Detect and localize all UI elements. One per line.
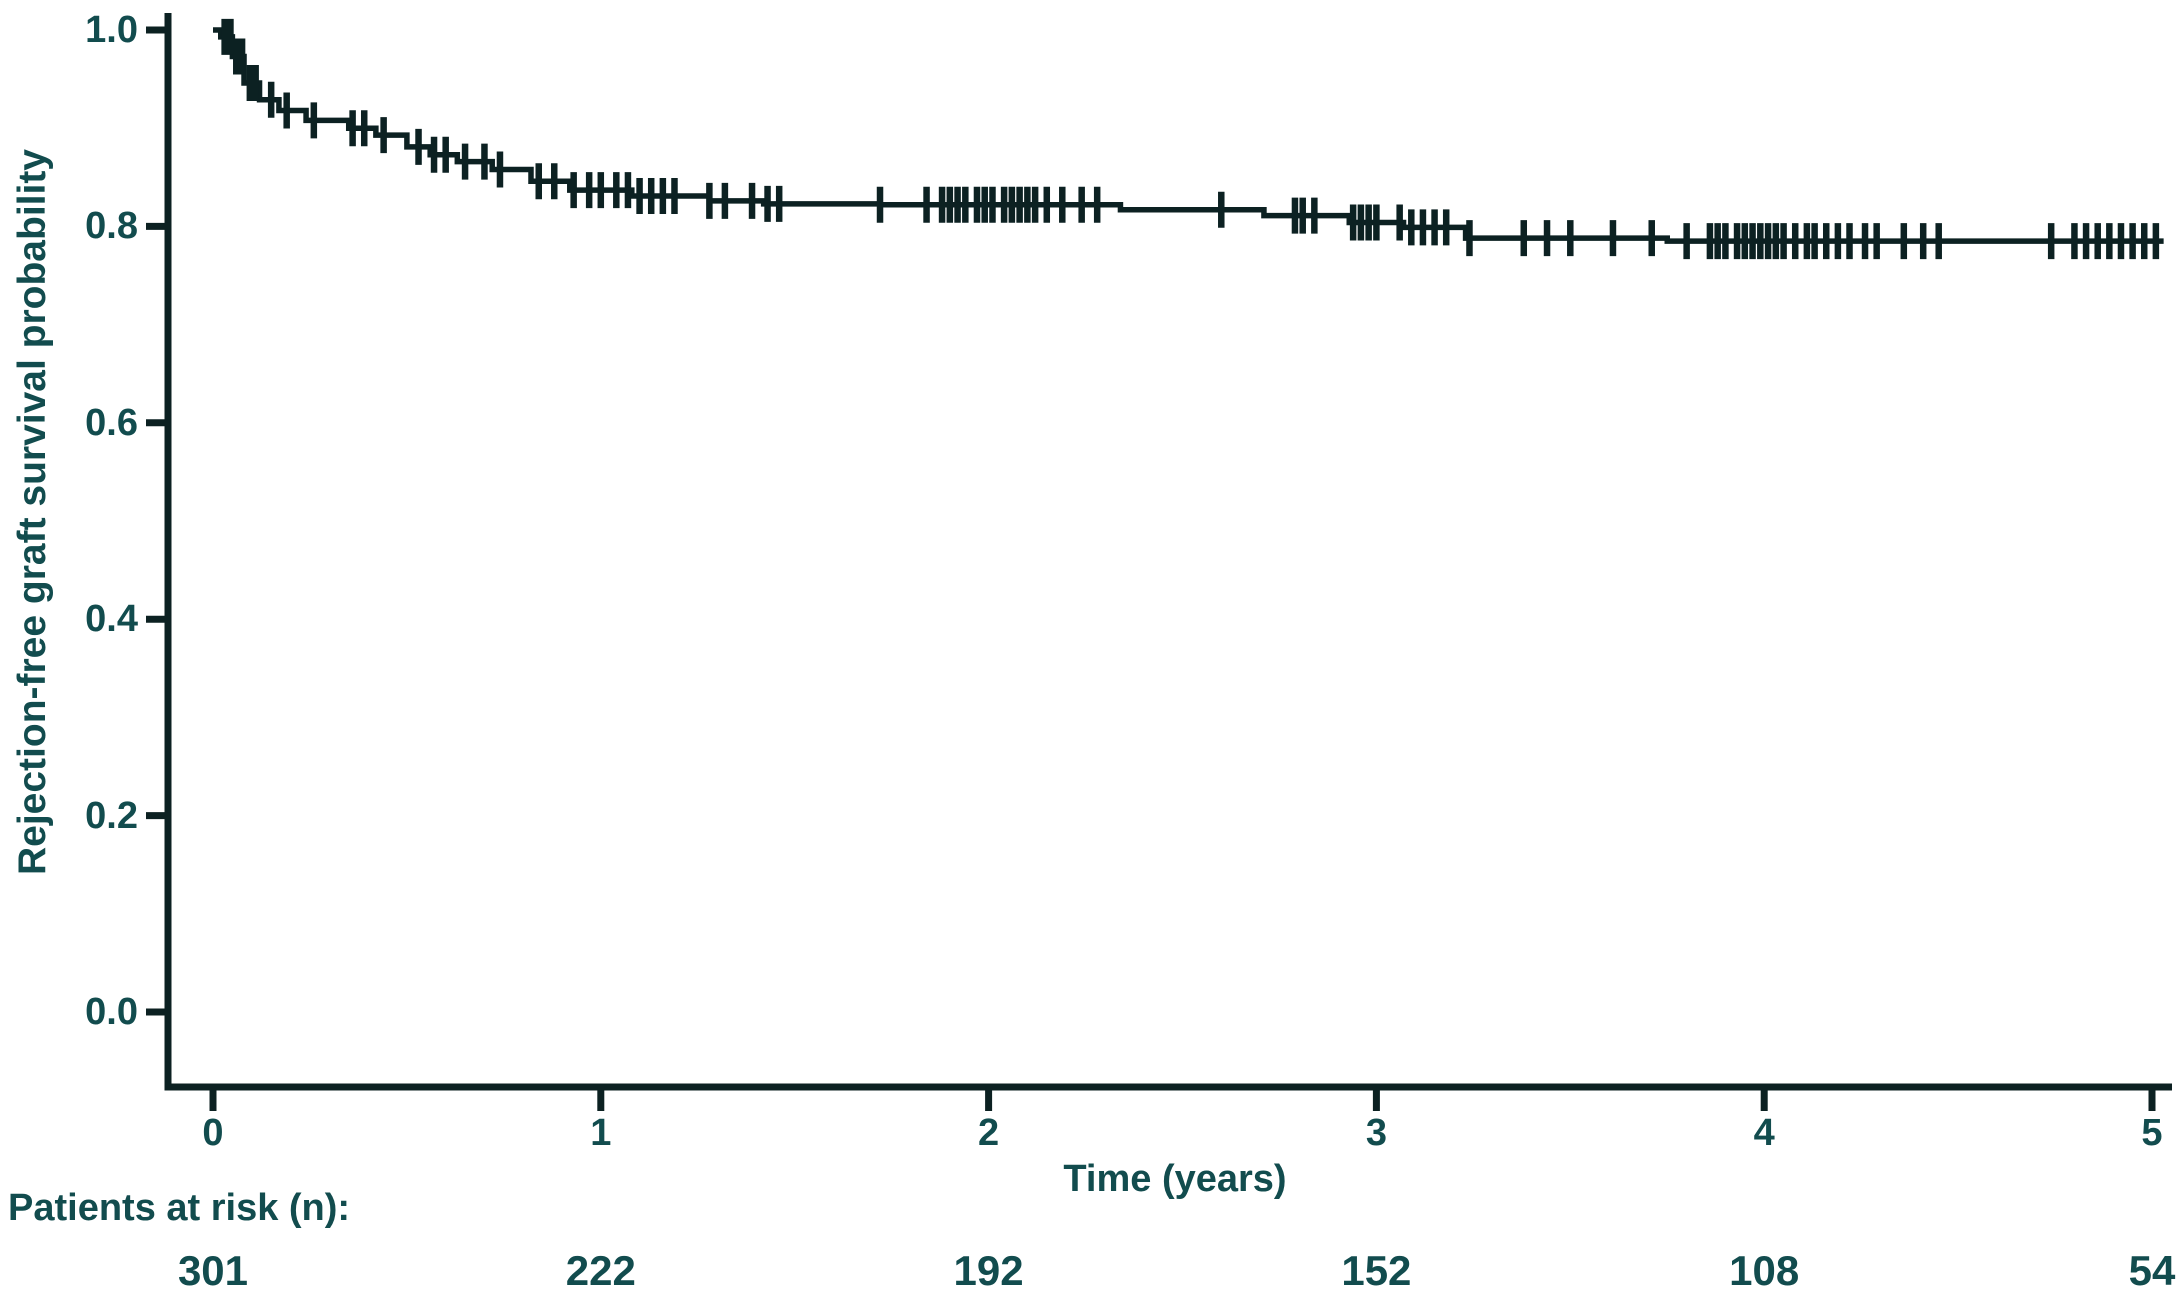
patients-at-risk-count: 192 — [953, 1247, 1024, 1294]
y-tick-label: 0.8 — [85, 205, 138, 248]
y-tick-label: 0.0 — [85, 991, 138, 1033]
x-axis-tick-marks — [209, 1087, 2156, 1111]
patients-at-risk-count: 301 — [177, 1247, 249, 1294]
survival-curve — [213, 27, 2164, 244]
y-tick-label: 0.6 — [85, 401, 138, 444]
y-tick-label: 0.4 — [85, 598, 138, 641]
patients-at-risk-count: 54 — [2128, 1247, 2176, 1294]
y-tick-label: 1.0 — [85, 9, 138, 51]
x-tick-label: 1 — [590, 1112, 612, 1154]
y-tick-label: 0.2 — [85, 794, 138, 837]
patients-at-risk-label: Patients at risk (n): — [8, 1187, 351, 1229]
axis-lines — [164, 13, 2172, 1091]
x-tick-label: 5 — [2141, 1112, 2163, 1154]
x-tick-label: 0 — [202, 1112, 224, 1154]
patients-at-risk-count: 108 — [1729, 1247, 1800, 1294]
x-tick-label: 2 — [978, 1112, 1000, 1154]
patients-at-risk-count: 222 — [565, 1247, 636, 1294]
patients-at-risk-count: 152 — [1341, 1247, 1412, 1294]
x-tick-label: 3 — [1365, 1112, 1387, 1154]
y-axis-tick-marks — [146, 26, 168, 1016]
x-tick-label: 4 — [1753, 1112, 1775, 1154]
x-axis-title: Time (years) — [1063, 1158, 1287, 1200]
censor-marks — [221, 18, 2160, 260]
